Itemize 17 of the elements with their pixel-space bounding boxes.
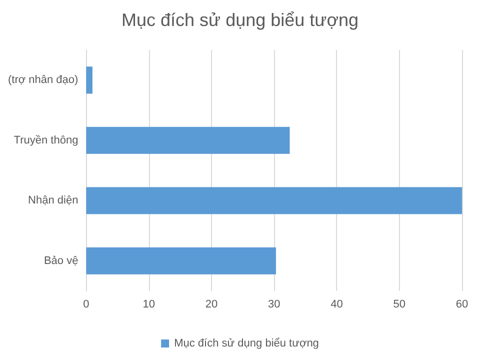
bar <box>86 187 462 214</box>
legend-label: Mục đích sử dụng biểu tượng <box>174 338 319 350</box>
x-tick-label: 60 <box>456 298 468 310</box>
bar <box>86 126 290 154</box>
y-tick-label: Nhận diện <box>28 194 78 207</box>
x-tick-label: 0 <box>83 298 90 310</box>
x-tick-label: 40 <box>330 298 343 310</box>
x-tick-label: 30 <box>268 298 280 310</box>
x-tick-label: 10 <box>142 298 155 310</box>
bar <box>86 247 276 274</box>
y-tick-label: (trợ nhân đạo) <box>8 74 78 86</box>
x-tick-label: 50 <box>393 298 406 310</box>
chart-title: Mục đích sử dụng biểu tượng <box>121 10 359 30</box>
x-tick-label: 20 <box>205 298 218 310</box>
y-tick-label: Bảo vệ <box>44 254 78 267</box>
y-tick-label: Truyền thông <box>14 134 78 146</box>
bar <box>86 66 92 94</box>
